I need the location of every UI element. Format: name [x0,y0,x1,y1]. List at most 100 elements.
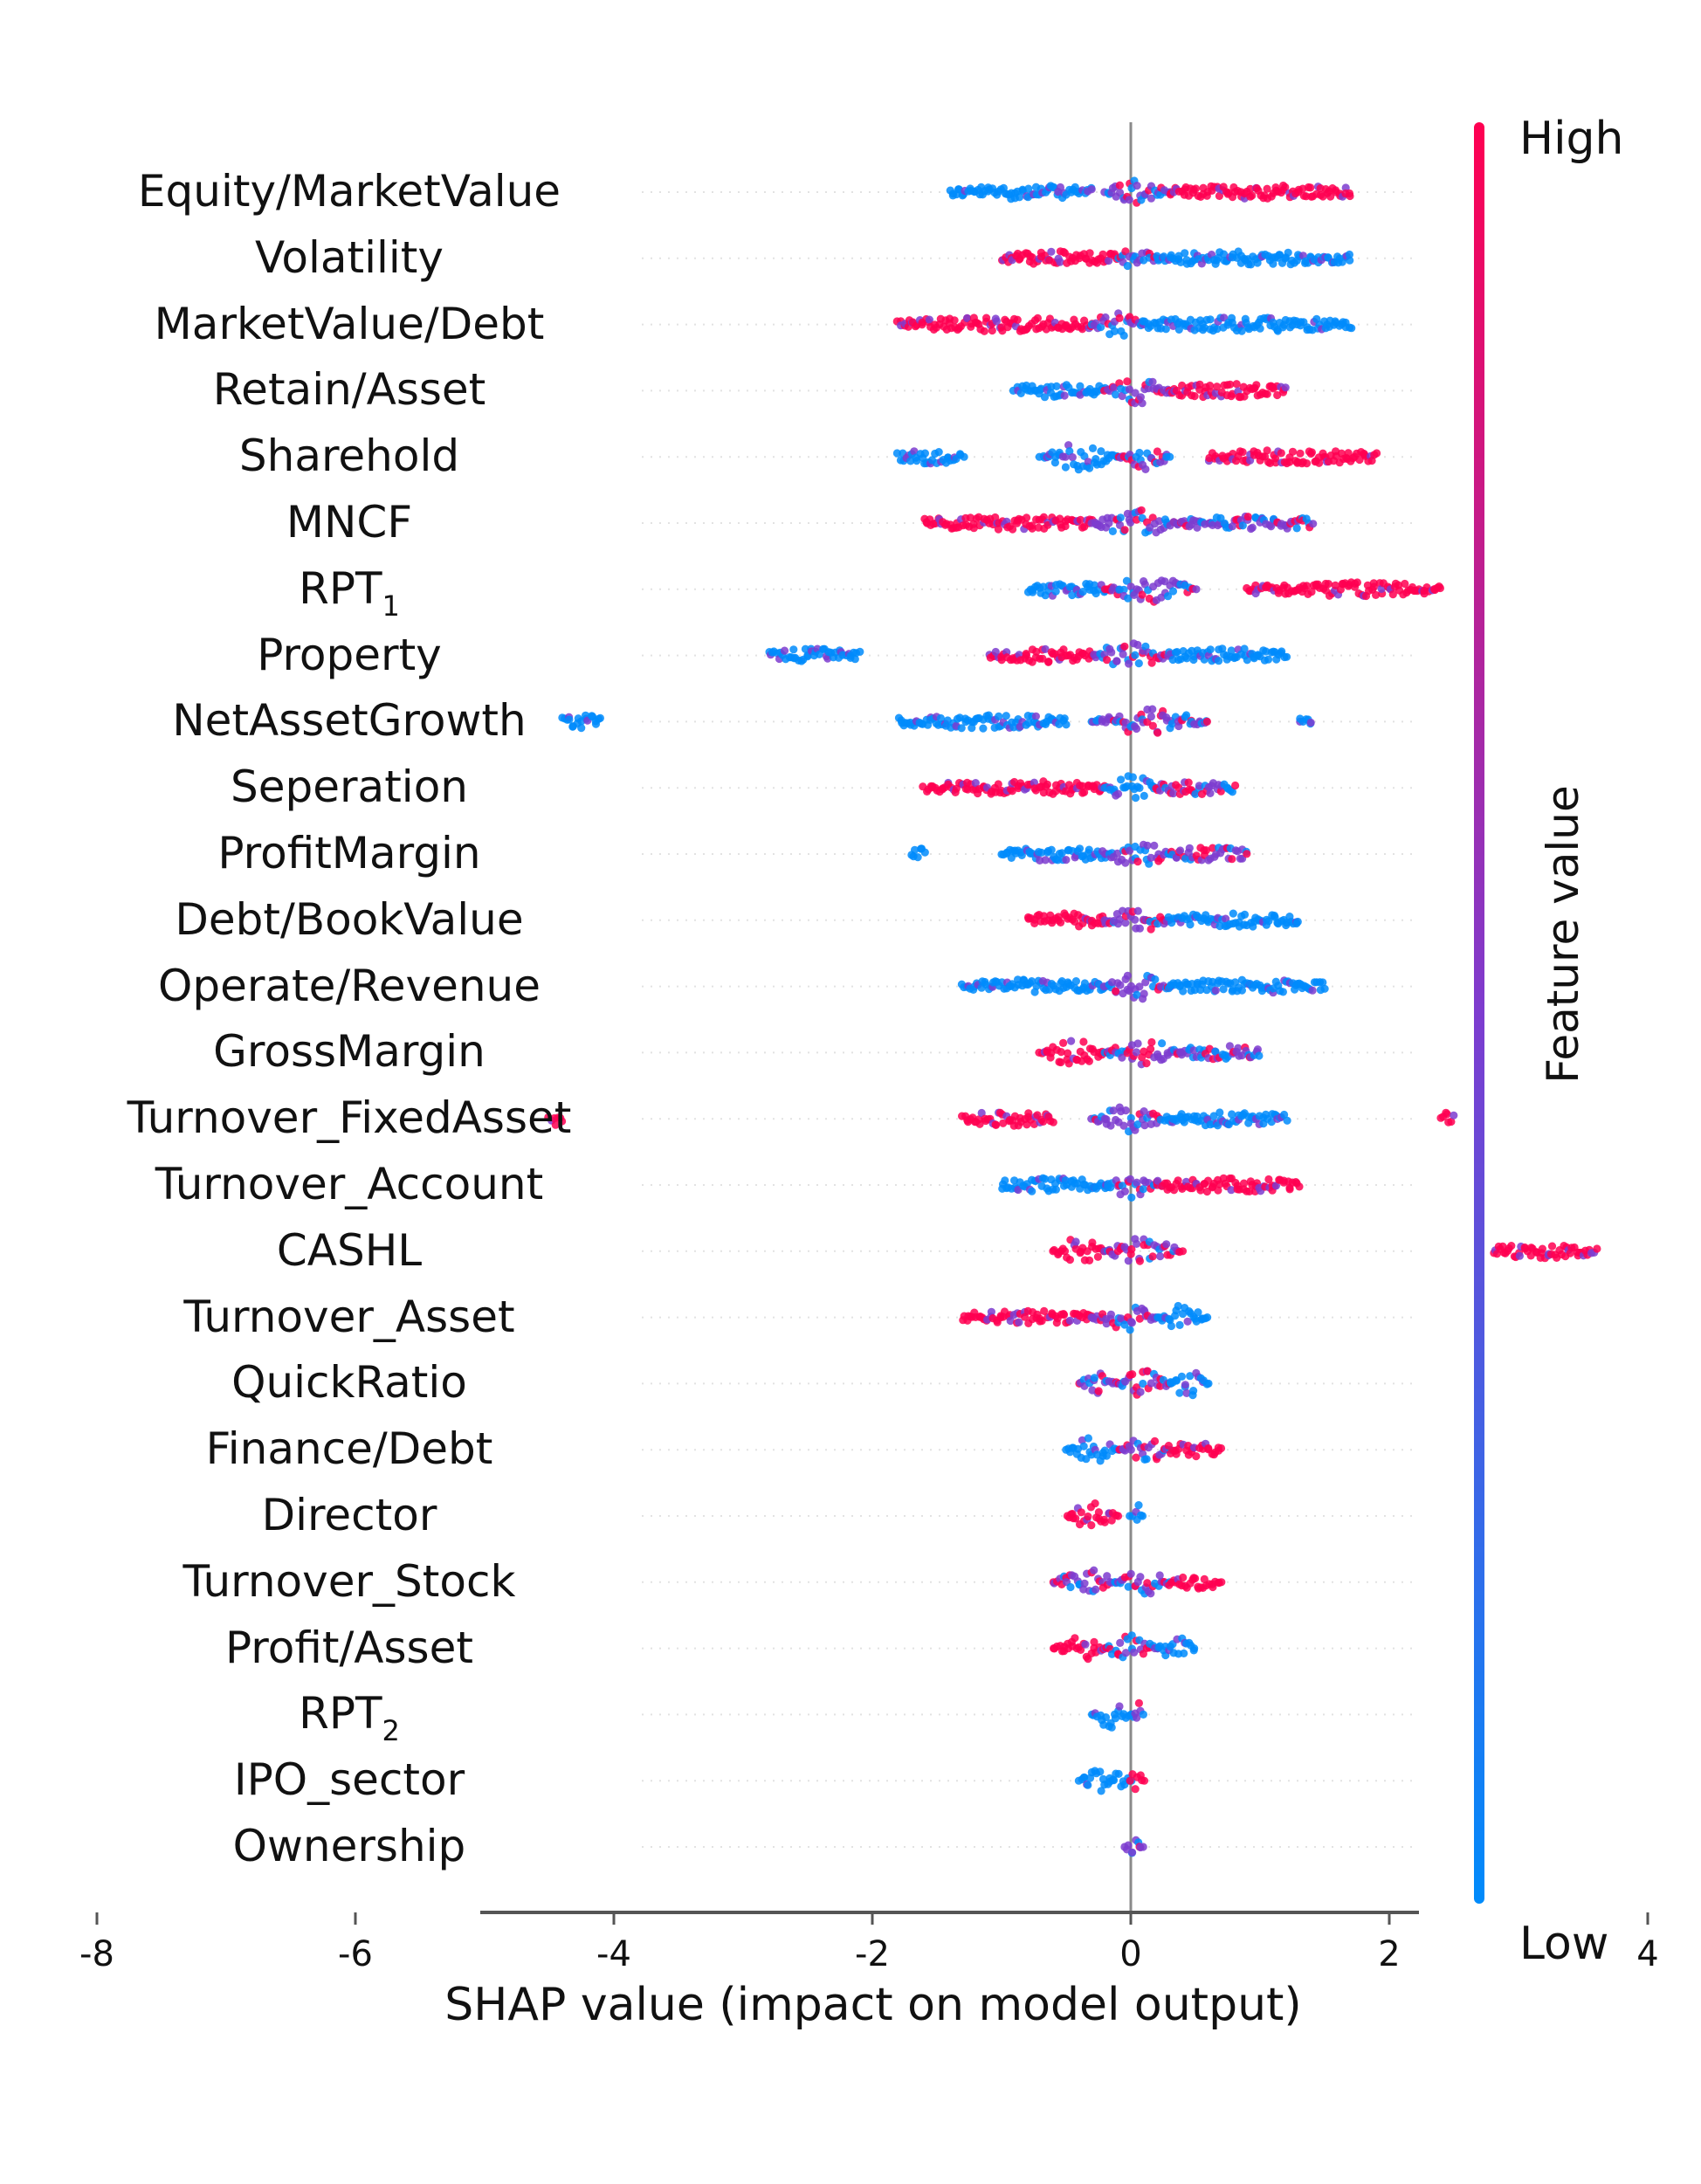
shap-point [1182,1388,1191,1397]
beeswarm-row-19 [1062,1434,1226,1465]
shap-point [1024,1109,1033,1118]
shap-point [1101,313,1110,322]
feature-name: Turnover_Stock [182,1555,516,1607]
shap-point [1307,448,1316,457]
shap-point [1115,313,1124,322]
shap-point [596,713,605,723]
beeswarm-row-6 [1023,576,1444,606]
shap-point [1060,391,1069,400]
shap-point [1085,464,1094,472]
shap-point [1067,1037,1076,1045]
shap-point [1123,261,1132,271]
shap-point [1547,1242,1557,1250]
shap-point [1039,789,1048,797]
shap-point [1131,651,1140,659]
x-tick-label: 2 [1378,1934,1401,1974]
shap-point [1147,853,1155,862]
shap-point [1296,449,1305,458]
shap-point [1119,650,1127,658]
shap-point [1050,458,1059,467]
shap-point [1027,977,1036,986]
shap-point [1169,789,1178,798]
shap-point [1134,1698,1143,1707]
shap-point [920,449,929,458]
shap-point [1284,248,1292,257]
shap-point [1030,778,1038,787]
beeswarm-row-0 [946,176,1354,207]
shap-point [994,525,1002,534]
shap-point [1264,655,1273,664]
shap-point [1115,181,1124,189]
shap-point [1126,846,1134,855]
feature-name: Equity/MarketValue [137,166,561,217]
shap-point [1118,1053,1126,1062]
shap-point [1071,1237,1080,1246]
shap-point [1056,258,1064,266]
shap-point [1061,463,1070,472]
beeswarm-row-3 [1009,377,1290,408]
shap-point [1174,1301,1182,1311]
shap-point [1148,513,1157,522]
shap-point [1447,1117,1456,1126]
shap-point [1436,583,1444,593]
shap-point [1179,987,1188,996]
shap-point [1121,1106,1130,1115]
shap-point [1324,580,1333,589]
shap-point [1133,1239,1141,1248]
shap-point [1059,1038,1068,1047]
beeswarm-row-24 [1074,1767,1149,1795]
shap-point [1120,642,1129,651]
shap-point [1101,1713,1111,1722]
feature-name: Volatility [255,231,444,283]
shap-point [1189,655,1198,665]
shap-point [1273,390,1282,400]
shap-point [1174,1176,1182,1185]
shap-point [1271,458,1280,467]
shap-point [1062,720,1071,729]
shap-point [1228,1110,1236,1119]
shap-point [1087,1521,1096,1530]
shap-point [1443,1110,1451,1119]
shap-point [1179,1573,1188,1582]
shap-point [1107,648,1116,657]
shap-point [1051,587,1060,596]
beeswarm-row-15 [998,1174,1304,1202]
shap-point [1132,1048,1140,1057]
shap-point [1062,856,1071,865]
shap-point [1206,382,1215,390]
shap-point [1124,1257,1133,1265]
shap-point [1175,1388,1184,1397]
shap-point [1184,778,1193,787]
shap-point [1113,849,1122,858]
shap-point [1306,183,1315,192]
shap-point [1231,781,1240,790]
shap-point [1126,1445,1135,1454]
shap-point [1105,257,1113,265]
feature-name: NetAssetGrowth [172,695,527,747]
shap-point [1015,1318,1023,1326]
feature-name: Director [261,1490,437,1540]
shap-point [1079,1037,1088,1046]
shap-point [1147,712,1155,721]
shap-point [1032,647,1041,656]
shap-point [1127,1631,1136,1640]
shap-point [1140,1107,1148,1116]
shap-point [1087,185,1096,194]
shap-point [1306,718,1315,727]
shap-point [1060,714,1069,723]
feature-name: Retain/Asset [212,364,486,416]
shap-point [1024,184,1033,193]
shap-point [1133,1120,1142,1129]
beeswarm-row-18 [1075,1367,1213,1400]
shap-point [1153,447,1161,456]
shap-point [1191,1574,1200,1583]
shap-point [1085,1057,1093,1065]
shap-point [1148,721,1157,730]
shap-point [1369,579,1378,588]
shap-point [1147,1044,1155,1053]
shap-point [1243,656,1251,665]
shap-point [1123,971,1132,980]
feature-label-22: Profit/Asset [87,1626,611,1670]
shap-point [1293,917,1302,927]
shap-point [1178,1309,1188,1319]
